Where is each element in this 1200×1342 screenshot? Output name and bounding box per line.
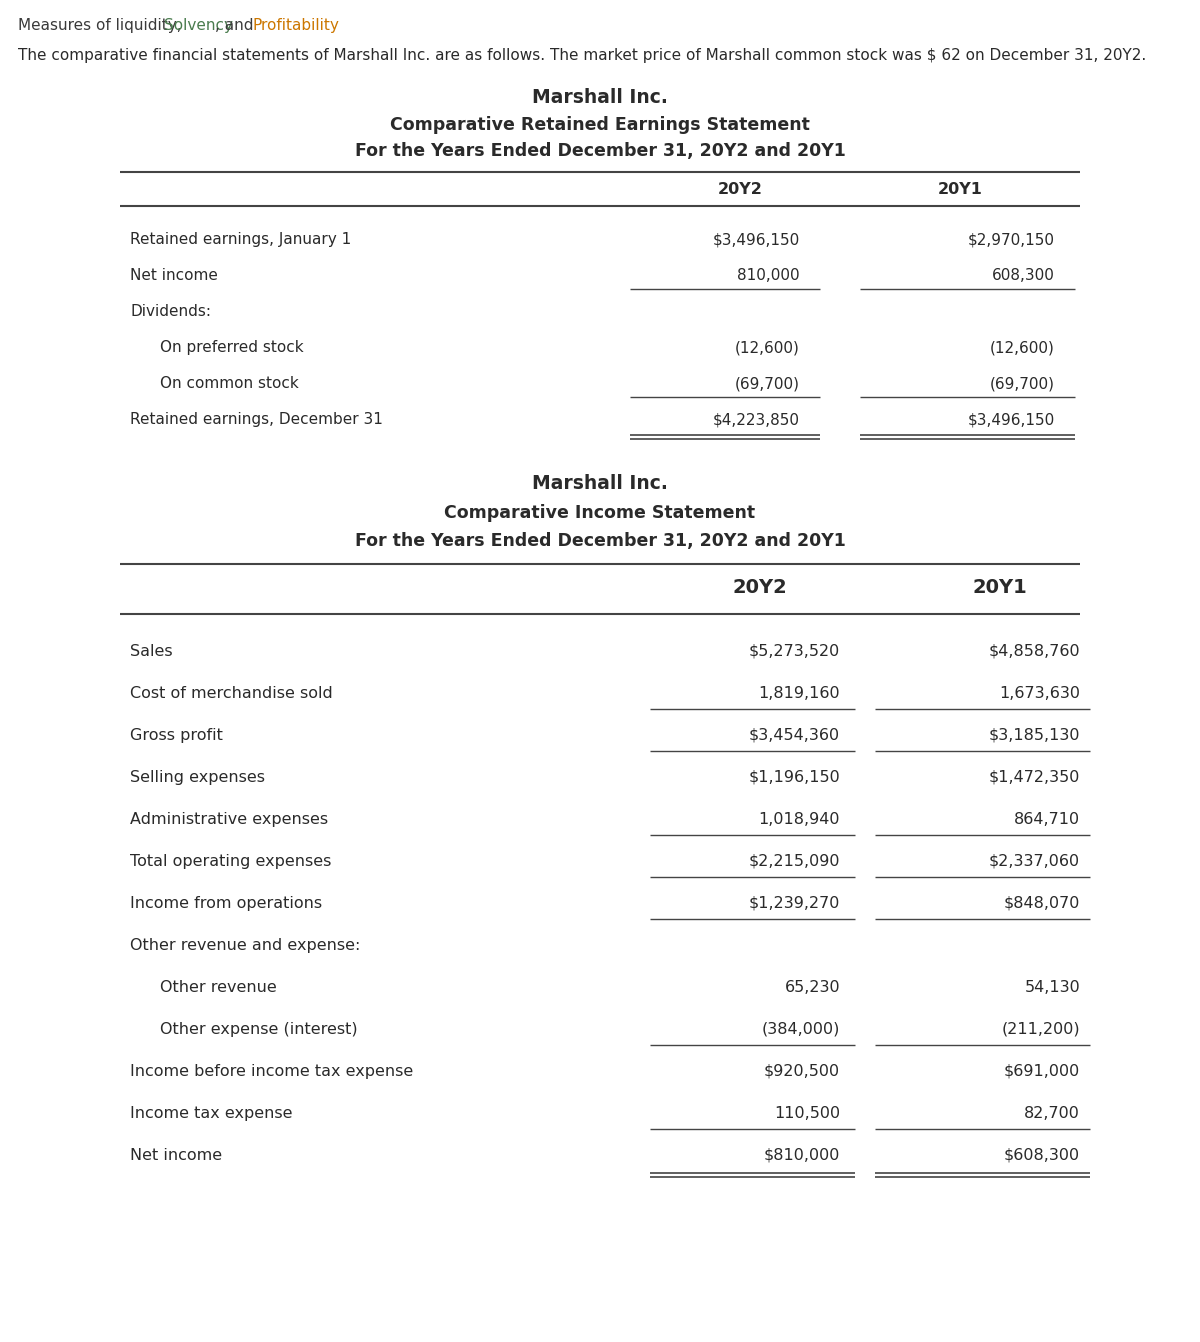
Text: Income from operations: Income from operations xyxy=(130,895,322,911)
Text: (12,600): (12,600) xyxy=(990,341,1055,356)
Text: (69,700): (69,700) xyxy=(990,376,1055,392)
Text: $3,496,150: $3,496,150 xyxy=(967,412,1055,427)
Text: (12,600): (12,600) xyxy=(736,341,800,356)
Text: 864,710: 864,710 xyxy=(1014,812,1080,827)
Text: Administrative expenses: Administrative expenses xyxy=(130,812,328,827)
Text: 54,130: 54,130 xyxy=(1025,980,1080,994)
Text: (69,700): (69,700) xyxy=(734,376,800,392)
Text: 1,673,630: 1,673,630 xyxy=(998,686,1080,701)
Text: Other revenue and expense:: Other revenue and expense: xyxy=(130,938,360,953)
Text: 1,018,940: 1,018,940 xyxy=(758,812,840,827)
Text: Measures of liquidity,: Measures of liquidity, xyxy=(18,17,186,34)
Text: $3,496,150: $3,496,150 xyxy=(713,232,800,247)
Text: $2,337,060: $2,337,060 xyxy=(989,854,1080,868)
Text: $848,070: $848,070 xyxy=(1003,895,1080,911)
Text: Retained earnings, December 31: Retained earnings, December 31 xyxy=(130,412,383,427)
Text: (384,000): (384,000) xyxy=(762,1021,840,1036)
Text: 110,500: 110,500 xyxy=(774,1106,840,1121)
Text: Comparative Income Statement: Comparative Income Statement xyxy=(444,505,756,522)
Text: 20Y2: 20Y2 xyxy=(718,183,762,197)
Text: $608,300: $608,300 xyxy=(1004,1147,1080,1162)
Text: Cost of merchandise sold: Cost of merchandise sold xyxy=(130,686,332,701)
Text: The comparative financial statements of Marshall Inc. are as follows. The market: The comparative financial statements of … xyxy=(18,48,1146,63)
Text: Other expense (interest): Other expense (interest) xyxy=(160,1021,358,1036)
Text: 65,230: 65,230 xyxy=(785,980,840,994)
Text: $691,000: $691,000 xyxy=(1003,1064,1080,1079)
Text: Total operating expenses: Total operating expenses xyxy=(130,854,331,868)
Text: Marshall Inc.: Marshall Inc. xyxy=(532,474,668,493)
Text: $1,472,350: $1,472,350 xyxy=(989,769,1080,785)
Text: $2,215,090: $2,215,090 xyxy=(749,854,840,868)
Text: $810,000: $810,000 xyxy=(763,1147,840,1162)
Text: Marshall Inc.: Marshall Inc. xyxy=(532,89,668,107)
Text: 82,700: 82,700 xyxy=(1024,1106,1080,1121)
Text: $4,223,850: $4,223,850 xyxy=(713,412,800,427)
Text: On common stock: On common stock xyxy=(160,376,299,392)
Text: $3,185,130: $3,185,130 xyxy=(989,727,1080,742)
Text: 20Y1: 20Y1 xyxy=(973,578,1027,597)
Text: (211,200): (211,200) xyxy=(1001,1021,1080,1036)
Text: Comparative Retained Earnings Statement: Comparative Retained Earnings Statement xyxy=(390,115,810,134)
Text: Retained earnings, January 1: Retained earnings, January 1 xyxy=(130,232,352,247)
Text: Other revenue: Other revenue xyxy=(160,980,277,994)
Text: Selling expenses: Selling expenses xyxy=(130,769,265,785)
Text: $1,239,270: $1,239,270 xyxy=(749,895,840,911)
Text: 608,300: 608,300 xyxy=(992,268,1055,283)
Text: Gross profit: Gross profit xyxy=(130,727,223,742)
Text: Profitability: Profitability xyxy=(253,17,340,34)
Text: , and: , and xyxy=(215,17,258,34)
Text: 810,000: 810,000 xyxy=(737,268,800,283)
Text: On preferred stock: On preferred stock xyxy=(160,341,304,356)
Text: 1,819,160: 1,819,160 xyxy=(758,686,840,701)
Text: 20Y1: 20Y1 xyxy=(937,183,983,197)
Text: Net income: Net income xyxy=(130,268,218,283)
Text: $1,196,150: $1,196,150 xyxy=(749,769,840,785)
Text: Solvency: Solvency xyxy=(164,17,233,34)
Text: Dividends:: Dividends: xyxy=(130,305,211,319)
Text: 20Y2: 20Y2 xyxy=(733,578,787,597)
Text: $4,858,760: $4,858,760 xyxy=(989,644,1080,659)
Text: $920,500: $920,500 xyxy=(764,1064,840,1079)
Text: Sales: Sales xyxy=(130,644,173,659)
Text: $5,273,520: $5,273,520 xyxy=(749,644,840,659)
Text: For the Years Ended December 31, 20Y2 and 20Y1: For the Years Ended December 31, 20Y2 an… xyxy=(354,142,846,160)
Text: $2,970,150: $2,970,150 xyxy=(968,232,1055,247)
Text: $3,454,360: $3,454,360 xyxy=(749,727,840,742)
Text: Income before income tax expense: Income before income tax expense xyxy=(130,1064,413,1079)
Text: Net income: Net income xyxy=(130,1147,222,1162)
Text: Income tax expense: Income tax expense xyxy=(130,1106,293,1121)
Text: For the Years Ended December 31, 20Y2 and 20Y1: For the Years Ended December 31, 20Y2 an… xyxy=(354,531,846,550)
